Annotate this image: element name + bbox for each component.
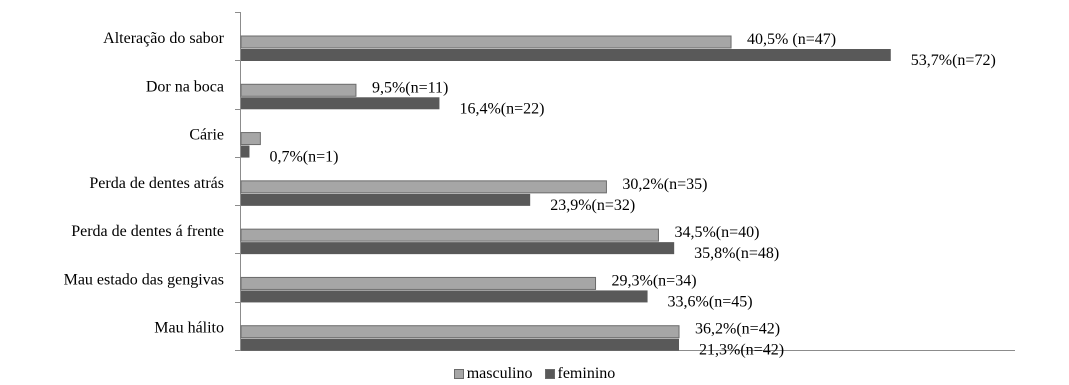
bar-masculino <box>240 276 597 290</box>
data-label: 53,7%(n=72) <box>911 52 996 69</box>
data-label: 35,8%(n=48) <box>694 245 779 262</box>
data-label: 21,3%(n=42) <box>699 342 784 359</box>
data-label: 0,7%(n=1) <box>269 149 338 166</box>
category-label: Perda de dentes atrás <box>89 175 224 192</box>
data-label: 36,2%(n=42) <box>695 321 780 338</box>
legend-item-feminino: feminino <box>544 365 616 383</box>
category-label: Cárie <box>189 127 224 144</box>
bar-feminino <box>241 49 891 61</box>
bar-masculino <box>240 83 357 97</box>
legend: masculino feminino <box>0 363 1069 385</box>
category-label: Mau estado das gengivas <box>64 271 224 288</box>
data-label: 29,3%(n=34) <box>612 272 697 289</box>
bar-masculino <box>240 325 680 339</box>
bar-masculino <box>240 228 659 242</box>
data-label: 16,4%(n=22) <box>459 100 544 117</box>
bar-masculino <box>240 35 732 49</box>
data-label: 30,2%(n=35) <box>622 176 707 193</box>
bar-feminino <box>241 145 250 158</box>
legend-swatch-masculino <box>453 369 464 379</box>
data-label: 33,6%(n=45) <box>668 293 753 310</box>
legend-swatch-feminino <box>544 369 555 379</box>
category-label: Mau hálito <box>154 320 224 337</box>
data-label: 9,5%(n=11) <box>372 79 448 96</box>
data-label: 23,9%(n=32) <box>550 197 635 214</box>
bar-chart-svg: Alteração do sabor 40,5% (n=47) 53,7%(n=72… <box>64 12 1015 359</box>
bar-feminino <box>241 290 648 303</box>
bar-feminino <box>241 97 440 110</box>
legend-label-feminino: feminino <box>557 365 616 382</box>
bar-feminino <box>241 338 680 351</box>
data-label: 34,5%(n=40) <box>674 224 759 241</box>
category-label: Perda de dentes á frente <box>71 223 224 240</box>
legend-label-masculino: masculino <box>466 365 533 382</box>
category-label: Dor na boca <box>146 78 224 95</box>
bar-masculino <box>240 180 607 194</box>
bar-feminino <box>241 193 531 206</box>
legend-item-masculino: masculino <box>453 365 533 383</box>
bar-feminino <box>241 242 675 255</box>
bar-masculino <box>240 132 261 146</box>
data-label: 40,5% (n=47) <box>747 31 836 48</box>
category-label: Alteração do sabor <box>103 30 225 47</box>
